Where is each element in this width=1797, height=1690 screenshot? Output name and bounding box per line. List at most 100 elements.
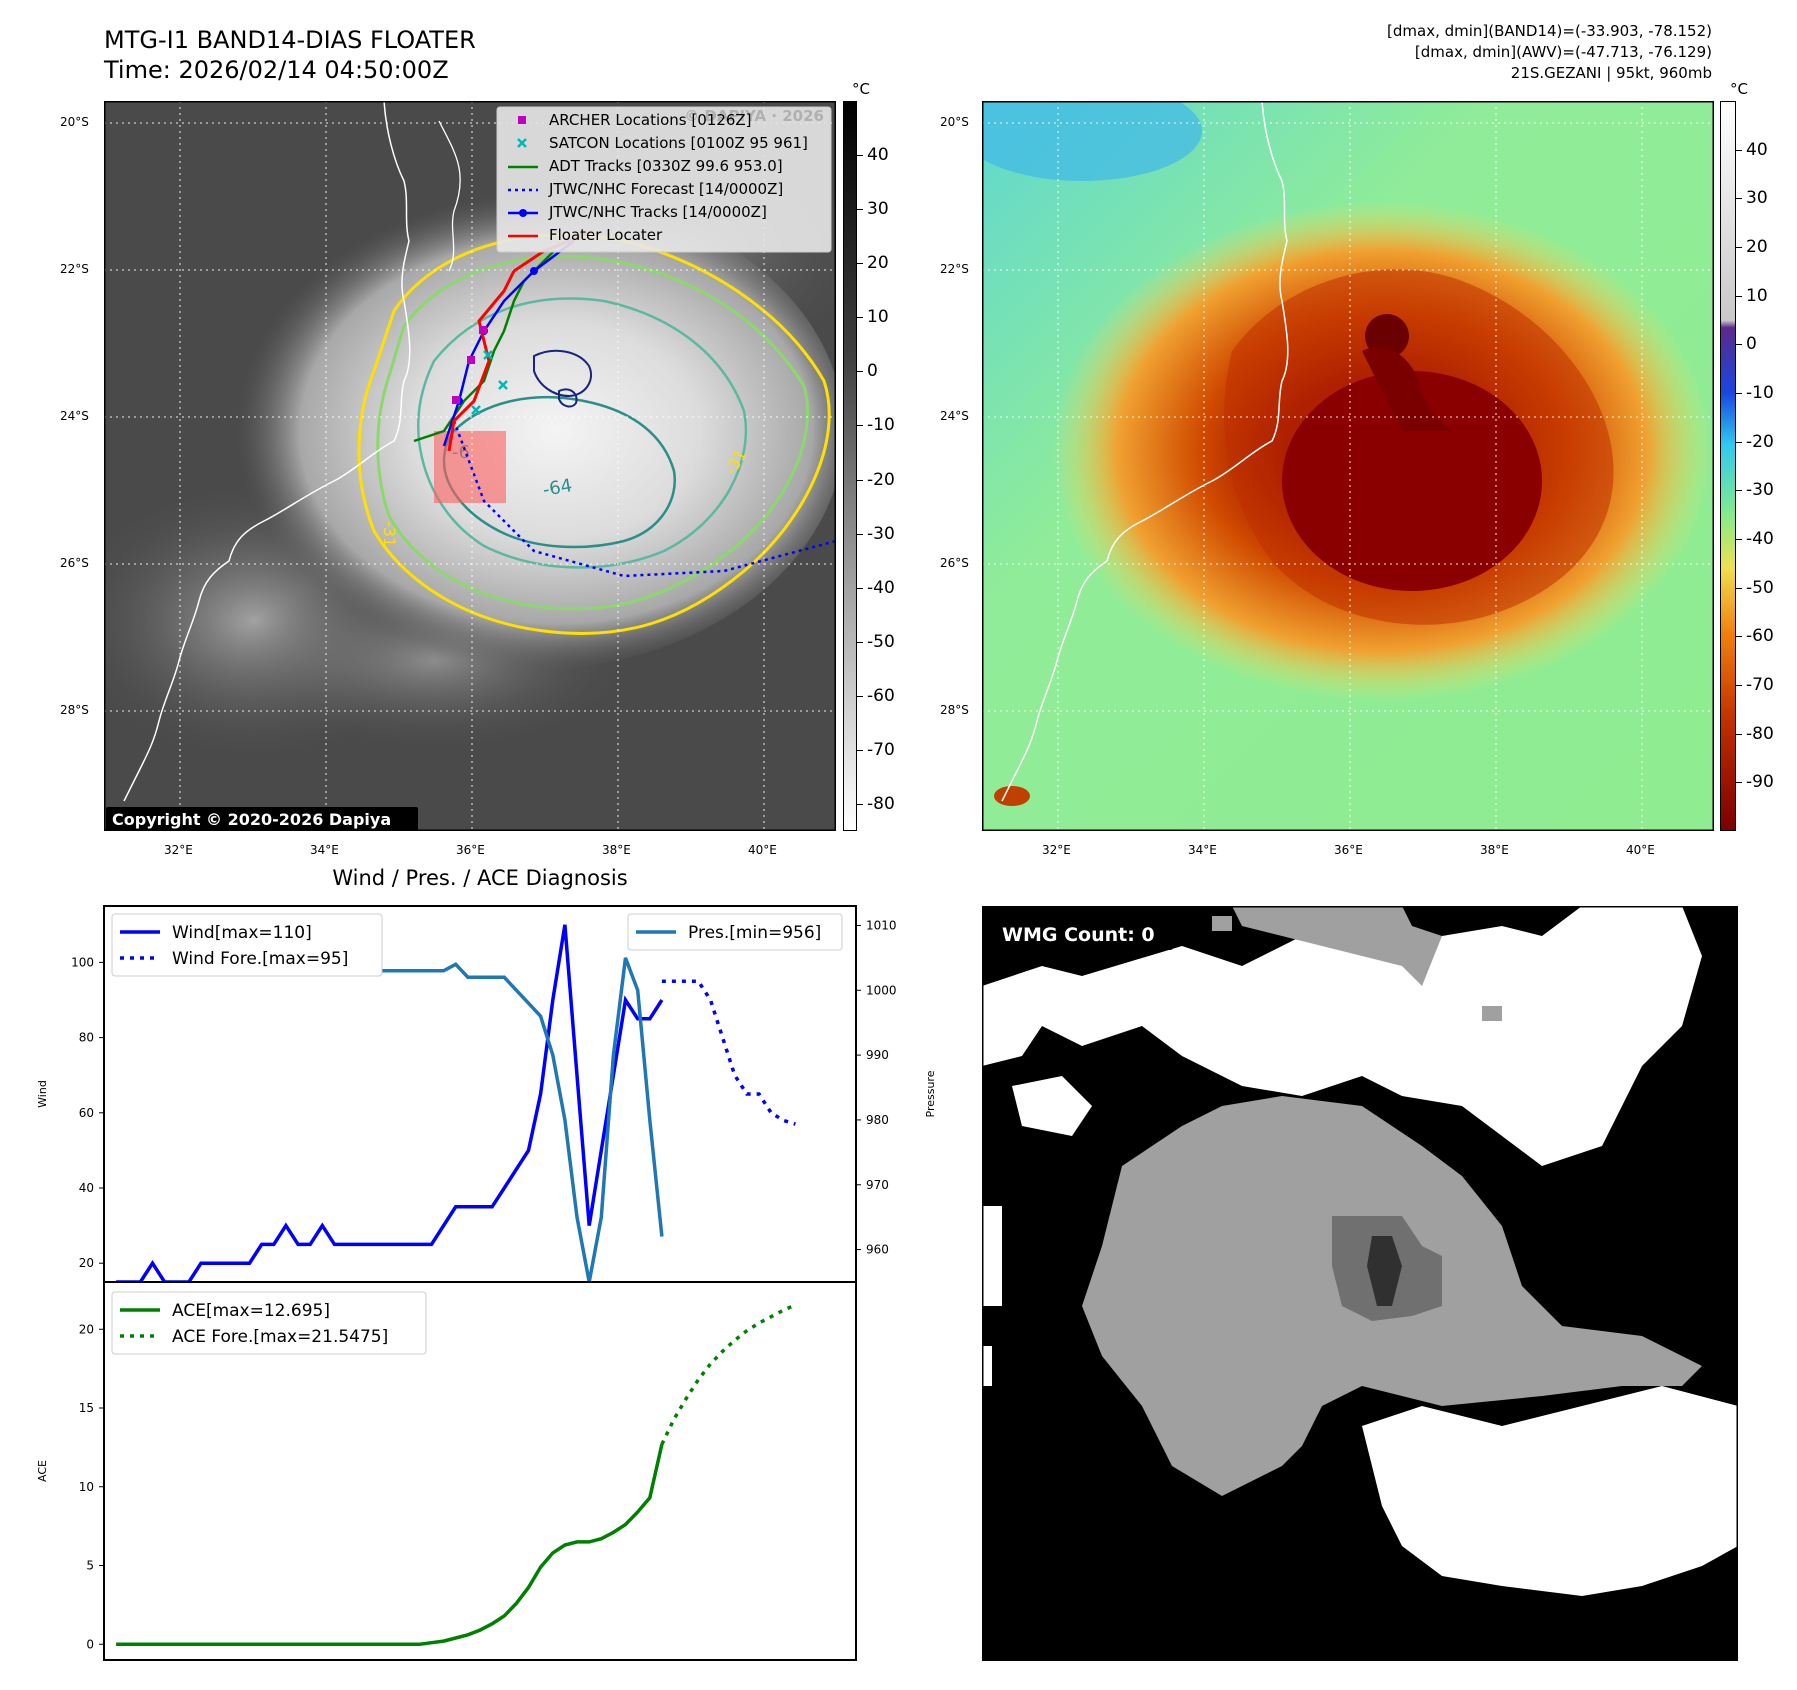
lon-label: 32°E xyxy=(1042,843,1071,857)
colorbar-tick-mark xyxy=(1736,295,1742,297)
colorbar-tick-label: -90 xyxy=(1746,772,1774,793)
lat-label: 26°S xyxy=(940,556,969,570)
colorbar-tick-label: -10 xyxy=(1746,383,1774,403)
colorbar-unit: °C xyxy=(1730,80,1748,98)
colorbar-tick-label: -40 xyxy=(1746,529,1774,549)
lat-label: 20°S xyxy=(60,115,89,129)
lon-label: 40°E xyxy=(1626,843,1655,857)
y-tick-label: 15 xyxy=(79,1401,94,1415)
colorbar-tick-mark xyxy=(857,695,863,697)
colorbar-tick-label: 10 xyxy=(867,307,889,328)
colorbar-tick-label: -80 xyxy=(867,793,895,814)
colorbar-tick-mark xyxy=(857,155,863,157)
colorbar-tick-mark xyxy=(857,263,863,265)
legend-box xyxy=(627,913,843,951)
coastline xyxy=(123,101,411,802)
colorbar-tick-mark xyxy=(857,425,863,427)
wmg-panel: WMG Count: 0 xyxy=(982,906,1738,1661)
lat-label: 22°S xyxy=(940,262,969,276)
colorbar-tick-mark xyxy=(857,803,863,805)
y-tick-label: 100 xyxy=(71,955,94,969)
lat-label: 20°S xyxy=(940,115,969,129)
colorbar-tick-mark xyxy=(1736,198,1742,200)
colorbar-tick-label: -80 xyxy=(1746,723,1774,744)
storm-cloud-mass xyxy=(204,191,836,671)
lat-label: 22°S xyxy=(60,262,89,276)
lat-label: 24°S xyxy=(60,409,89,423)
colorbar-tick-mark xyxy=(1736,782,1742,784)
colorbar-tick-mark xyxy=(857,371,863,373)
legend-label: ACE[max=12.695] xyxy=(172,1301,330,1321)
colorbar-unit: °C xyxy=(852,80,870,98)
colorbar-tick-mark xyxy=(1736,149,1742,151)
y-tick-label: 60 xyxy=(79,1106,94,1120)
legend-label: Wind Fore.[max=95] xyxy=(172,949,348,969)
colorbar-tick-label: -60 xyxy=(1746,626,1774,647)
series-line xyxy=(116,924,664,1284)
lon-label: 34°E xyxy=(310,843,339,857)
y-right-tick-label: 970 xyxy=(866,1178,889,1192)
legend-jtwc-tracks: JTWC/NHC Tracks [14/0000Z] xyxy=(548,203,767,221)
colorbar-tick-label: 40 xyxy=(1746,139,1768,160)
colorbar-tick-label: 10 xyxy=(1746,285,1768,306)
lat-label: 26°S xyxy=(60,556,89,570)
contour-mid-green xyxy=(417,297,748,569)
figure-title: MTG-I1 BAND14-DIAS FLOATER xyxy=(104,26,476,54)
wind-pressure-plot: 20 40 60 80 100 960 970 980 990 1000 1010 Wind Press… xyxy=(36,905,937,1284)
colorbar-tick-label: -10 xyxy=(867,415,895,436)
series-line xyxy=(660,1303,797,1446)
legend-box xyxy=(111,913,383,977)
lon-label: 38°E xyxy=(602,843,631,857)
colorbar-tick-label: -20 xyxy=(1746,431,1774,452)
colorbar-tick-mark xyxy=(857,479,863,481)
colorbar-tick-label: -30 xyxy=(867,523,895,544)
colorbar-tick-mark xyxy=(857,209,863,211)
colorbar-tick-mark xyxy=(1736,587,1742,589)
colorbar-tick-mark xyxy=(857,587,863,589)
legend-label: Wind[max=110] xyxy=(172,923,312,943)
y-tick-label: 5 xyxy=(86,1559,94,1573)
y-right-tick-label: 960 xyxy=(866,1243,889,1257)
colorbar-tick-mark xyxy=(1736,539,1742,540)
wmg-count: WMG Count: 0 xyxy=(1002,924,1155,946)
awv-map xyxy=(982,101,1714,831)
legend-jtwc-forecast: JTWC/NHC Forecast [14/0000Z] xyxy=(548,180,783,198)
colorbar-tick-label: 0 xyxy=(867,361,878,382)
colorbar-tick-label: 20 xyxy=(867,253,889,274)
y-right-axis-label: Pressure xyxy=(924,1070,937,1117)
diagnosis-title: Wind / Pres. / ACE Diagnosis xyxy=(332,866,628,890)
colorbar-tick-label: 20 xyxy=(1746,237,1768,257)
legend-floater: Floater Locater xyxy=(549,226,663,244)
awv-storm-core xyxy=(1282,371,1542,591)
info-line-2: [dmax, dmin](AWV)=(-47.713, -76.129) xyxy=(1414,43,1712,61)
awv-coastline xyxy=(1001,101,1289,802)
colorbar-tick-mark xyxy=(857,641,863,643)
legend-satcon: SATCON Locations [0100Z 95 961] xyxy=(549,134,808,152)
contour-light-green xyxy=(376,255,809,611)
colorbar-tick-mark xyxy=(857,533,863,535)
colorbar-tick-mark xyxy=(1736,441,1742,443)
legend-archer: ARCHER Locations [0126Z] xyxy=(549,111,752,129)
floater-locator-track xyxy=(447,229,595,452)
colorbar-tick-label: -20 xyxy=(867,469,895,490)
y-tick-label: 20 xyxy=(79,1256,94,1270)
y-tick-label: 80 xyxy=(79,1031,94,1045)
lat-label: 28°S xyxy=(60,703,89,717)
awv-grid xyxy=(982,101,1714,831)
y-right-tick-label: 1000 xyxy=(866,983,897,997)
colorbar-tick-mark xyxy=(1736,393,1742,394)
contour-navy xyxy=(533,349,592,398)
lon-label: 32°E xyxy=(164,843,193,857)
band14-map: -64 -6 -31 -31 © DAPIYA · 2026 ARCHER Lo… xyxy=(104,101,836,831)
colorbar-gray xyxy=(843,101,857,831)
ace-plot: 0 5 10 15 20 ACE ACE[max=12.695] ACE Fore.[max=… xyxy=(36,1281,857,1661)
wmg-white-region-bottom xyxy=(1362,1386,1738,1596)
colorbar-tick-mark xyxy=(857,749,863,751)
jtwc-forecast-track xyxy=(452,420,836,578)
satcon-locations xyxy=(471,350,508,415)
lon-label: 38°E xyxy=(1480,843,1509,857)
wmg-badge xyxy=(994,920,1174,950)
legend-label: ACE Fore.[max=21.5475] xyxy=(172,1327,388,1347)
y-tick-label: 40 xyxy=(79,1181,94,1195)
